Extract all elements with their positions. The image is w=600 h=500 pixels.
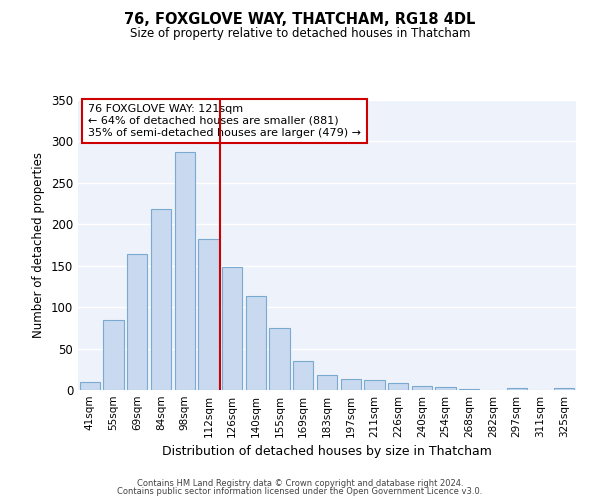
Bar — [269, 328, 290, 390]
Y-axis label: Number of detached properties: Number of detached properties — [32, 152, 46, 338]
Bar — [459, 389, 479, 390]
Bar — [80, 382, 100, 390]
Bar — [364, 380, 385, 390]
Bar — [436, 386, 455, 390]
Bar — [293, 361, 313, 390]
Bar — [388, 382, 408, 390]
Bar — [246, 296, 266, 390]
X-axis label: Distribution of detached houses by size in Thatcham: Distribution of detached houses by size … — [162, 446, 492, 458]
Bar — [506, 388, 527, 390]
Bar — [151, 210, 171, 390]
Bar — [317, 375, 337, 390]
Bar — [175, 152, 195, 390]
Bar — [199, 239, 218, 390]
Bar — [222, 266, 242, 390]
Bar — [127, 254, 148, 390]
Text: Contains public sector information licensed under the Open Government Licence v3: Contains public sector information licen… — [118, 487, 482, 496]
Bar — [341, 379, 361, 390]
Bar — [412, 386, 432, 390]
Bar — [554, 388, 574, 390]
Text: 76, FOXGLOVE WAY, THATCHAM, RG18 4DL: 76, FOXGLOVE WAY, THATCHAM, RG18 4DL — [124, 12, 476, 28]
Text: 76 FOXGLOVE WAY: 121sqm
← 64% of detached houses are smaller (881)
35% of semi-d: 76 FOXGLOVE WAY: 121sqm ← 64% of detache… — [88, 104, 361, 138]
Text: Size of property relative to detached houses in Thatcham: Size of property relative to detached ho… — [130, 28, 470, 40]
Text: Contains HM Land Registry data © Crown copyright and database right 2024.: Contains HM Land Registry data © Crown c… — [137, 478, 463, 488]
Bar — [103, 320, 124, 390]
